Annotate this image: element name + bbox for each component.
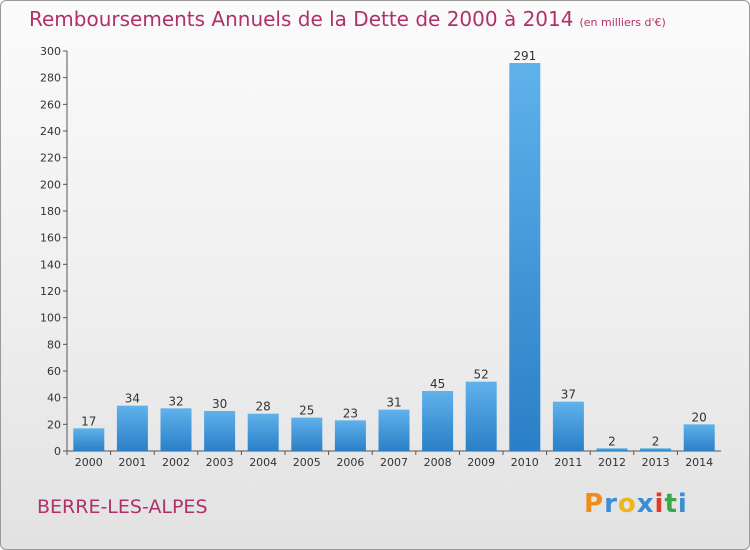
x-tick-label-2011: 2011 [554,456,582,469]
chart-title-text: Remboursements Annuels de la Dette de 20… [29,7,574,31]
value-label-2010: 291 [513,49,536,63]
logo-letter: t [664,489,678,519]
logo-letter: o [617,489,637,519]
bar-2000 [73,428,105,451]
x-tick-label-2014: 2014 [685,456,713,469]
value-label-2014: 20 [692,410,707,424]
x-tick-label-2004: 2004 [249,456,277,469]
bar-2009 [465,381,497,451]
value-label-2000: 17 [81,414,96,428]
bar-2005 [291,417,323,451]
x-tick-label-2006: 2006 [336,456,364,469]
chart-unit-note: (en milliers d'€) [579,16,666,29]
value-label-2013: 2 [652,434,660,448]
bar-2006 [334,420,366,451]
y-tick-label: 180 [40,205,61,218]
x-tick-label-2007: 2007 [380,456,408,469]
value-label-2006: 23 [343,406,358,420]
bar-2003 [204,411,236,451]
data-labels: 17 34 32 30 28 25 23 31 45 52 291 37 2 2 20 [81,49,707,448]
value-label-2004: 28 [256,400,271,414]
y-tick-label: 120 [40,285,61,298]
y-tick-label: 20 [47,418,61,431]
bar-2011 [552,401,584,451]
x-tick-label-2008: 2008 [424,456,452,469]
axes: 0204060801001201401601802002202402602803… [40,45,721,469]
logo-letter: x [636,489,655,519]
bar-2014 [683,424,715,451]
y-tick-label: 40 [47,392,61,405]
value-label-2001: 34 [125,392,140,406]
y-tick-label: 240 [40,125,61,138]
commune-name: BERRE-LES-ALPES [37,496,208,518]
bar-2004 [247,413,279,451]
bar-2013 [640,448,672,451]
y-tick-label: 140 [40,258,61,271]
y-tick-label: 300 [40,45,61,58]
bar-2002 [160,408,192,451]
value-label-2005: 25 [299,404,314,418]
x-tick-label-2000: 2000 [75,456,103,469]
bar-2010 [509,63,541,451]
x-tick-label-2005: 2005 [293,456,321,469]
y-tick-label: 60 [47,365,61,378]
y-tick-label: 160 [40,232,61,245]
y-tick-label: 280 [40,72,61,85]
y-tick-label: 200 [40,178,61,191]
bars [73,63,715,451]
logo-letter: i [654,489,665,519]
bar-2001 [116,405,148,451]
bar-2012 [596,448,628,451]
y-tick-label: 80 [47,338,61,351]
value-label-2008: 45 [430,377,445,391]
value-label-2011: 37 [561,388,576,402]
value-label-2009: 52 [474,368,489,382]
value-label-2012: 2 [608,434,616,448]
x-tick-label-2001: 2001 [118,456,146,469]
value-label-2007: 31 [386,396,401,410]
x-tick-label-2010: 2010 [511,456,539,469]
value-label-2003: 30 [212,397,227,411]
x-tick-label-2002: 2002 [162,456,190,469]
y-tick-label: 260 [40,98,61,111]
x-tick-label-2009: 2009 [467,456,495,469]
bar-2007 [378,409,410,451]
logo-letter: P [584,489,605,519]
proxiti-logo: Proxiti [584,489,688,519]
x-tick-label-2003: 2003 [206,456,234,469]
x-tick-label-2012: 2012 [598,456,626,469]
x-tick-label-2013: 2013 [642,456,670,469]
logo-letter: i [677,489,688,519]
y-tick-label: 220 [40,152,61,165]
y-tick-label: 100 [40,312,61,325]
logo-letter: r [604,489,618,519]
bar-2008 [422,391,454,451]
chart-title: Remboursements Annuels de la Dette de 20… [29,7,666,31]
value-label-2002: 32 [168,394,183,408]
y-tick-label: 0 [54,445,61,458]
